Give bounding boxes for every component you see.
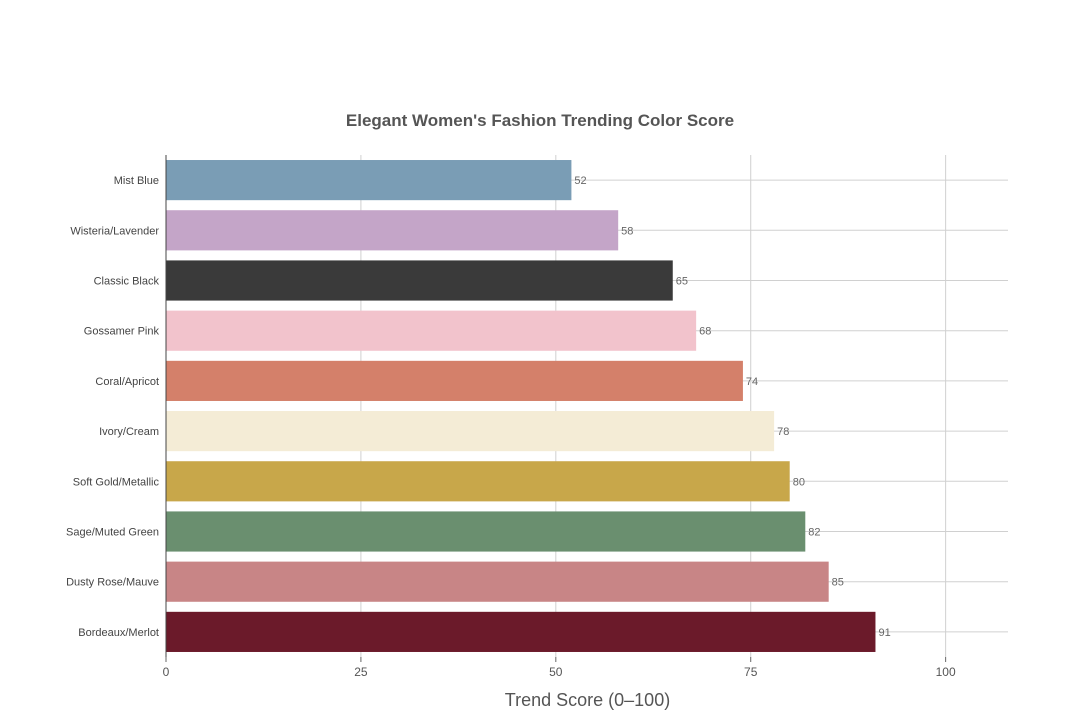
category-label: Gossamer Pink (84, 326, 160, 338)
x-tick-label: 25 (354, 665, 368, 679)
bar (166, 360, 743, 401)
data-label: 82 (808, 527, 820, 539)
category-label: Soft Gold/Metallic (73, 476, 160, 488)
bar (166, 160, 572, 201)
category-label: Dusty Rose/Mauve (66, 577, 159, 589)
category-label: Mist Blue (114, 175, 159, 187)
bar (166, 310, 697, 351)
bar (166, 260, 673, 301)
bar (166, 561, 829, 602)
bar (166, 511, 806, 552)
axes (165, 155, 947, 662)
bar (166, 411, 775, 452)
category-label: Classic Black (94, 276, 160, 288)
bar (166, 461, 790, 502)
bar (166, 611, 876, 652)
x-tick-label: 0 (163, 665, 170, 679)
data-label: 78 (777, 426, 789, 438)
data-label: 80 (793, 476, 805, 488)
category-label: Wisteria/Lavender (70, 225, 159, 237)
data-label: 65 (676, 276, 688, 288)
data-label: 85 (832, 577, 844, 589)
data-label: 74 (746, 376, 758, 388)
chart-title: Elegant Women's Fashion Trending Color S… (345, 111, 735, 130)
bar (166, 210, 619, 251)
data-label: 91 (878, 627, 890, 639)
category-label: Sage/Muted Green (66, 527, 159, 539)
category-label: Bordeaux/Merlot (78, 627, 159, 639)
category-label: Ivory/Cream (99, 426, 159, 438)
data-label: 58 (621, 225, 633, 237)
x-axis-title: Trend Score (0–100) (504, 690, 671, 710)
x-tick-label: 50 (549, 665, 563, 679)
data-label: 68 (699, 326, 711, 338)
data-label: 52 (574, 175, 586, 187)
x-tick-label: 75 (744, 665, 758, 679)
category-label: Coral/Apricot (95, 376, 159, 388)
x-tick-label: 100 (936, 665, 956, 679)
bars (166, 160, 876, 652)
labels: 0 25 50 75 100 Mist Blue 52 Wisteria/Lavender 58… (66, 175, 956, 679)
